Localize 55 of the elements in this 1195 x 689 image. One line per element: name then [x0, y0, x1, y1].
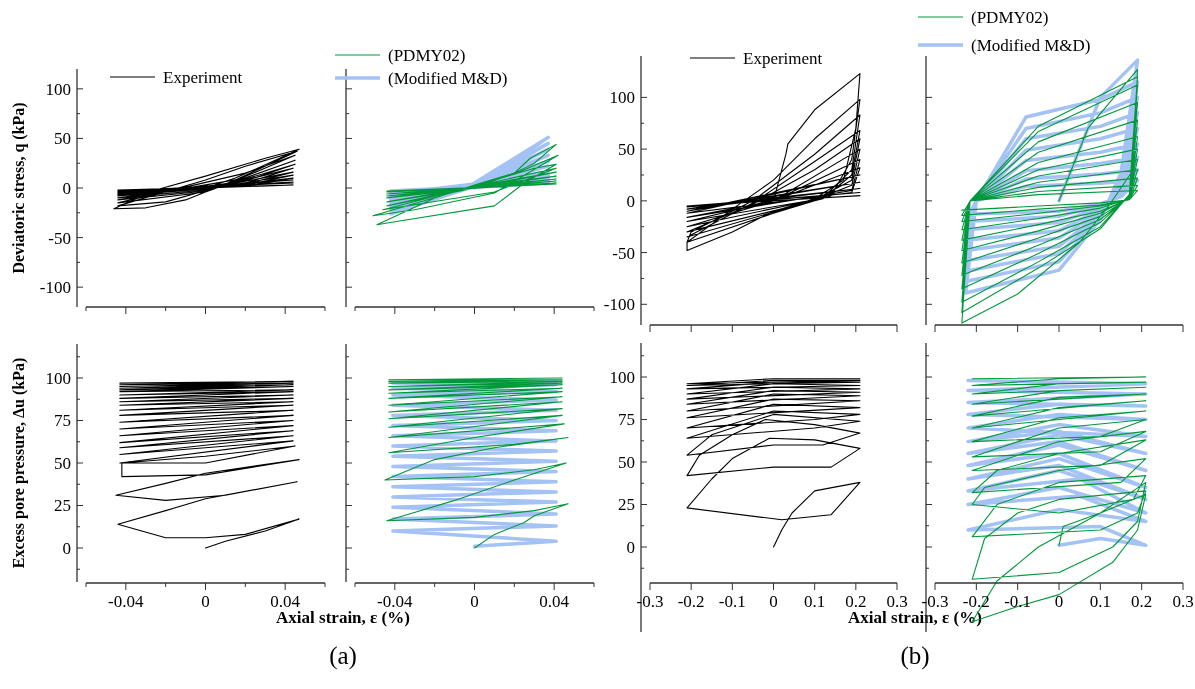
- legend-label: (PDMY02): [971, 7, 1049, 27]
- x-tick-label: -0.2: [677, 592, 705, 611]
- y-tick-label: 100: [45, 368, 71, 388]
- y-tick-label: -50: [48, 228, 71, 248]
- y-tick-label: 50: [618, 452, 635, 472]
- y-tick-label: -50: [612, 243, 635, 263]
- x-tick-label: -0.1: [1004, 592, 1032, 611]
- y-axis-title: Excess pore pressure, Δu (kPa): [10, 357, 28, 569]
- x-tick-label: 0: [1054, 592, 1064, 611]
- y-axis-title: Deviatoric stress, q (kPa): [10, 102, 28, 274]
- y-tick-label: 25: [54, 496, 71, 516]
- x-tick-label: 0.2: [845, 592, 867, 611]
- x-tick-label: 0.04: [539, 592, 570, 611]
- y-tick-label: 100: [609, 367, 635, 387]
- x-tick-label: -0.1: [718, 592, 746, 611]
- y-tick-label: 50: [54, 129, 71, 149]
- x-tick-label: -0.04: [108, 592, 145, 611]
- legend-label: (PDMY02): [388, 45, 466, 65]
- y-tick-label: 75: [618, 410, 635, 430]
- x-tick-label: 0.04: [270, 592, 301, 611]
- legend-label: Experiment: [163, 67, 243, 87]
- x-tick-label: 0.3: [886, 592, 908, 611]
- y-tick-label: 0: [626, 191, 635, 211]
- x-tick-label: 0.2: [1131, 592, 1153, 611]
- y-tick-label: 100: [45, 79, 71, 99]
- legend-label: (Modified M&D): [388, 68, 508, 88]
- legend-label: (Modified M&D): [971, 35, 1091, 55]
- y-tick-label: 50: [618, 140, 635, 160]
- line-series: [113, 148, 300, 210]
- y-tick-label: -100: [39, 278, 71, 298]
- x-tick-label: 0.1: [1089, 592, 1111, 611]
- legend-label: Experiment: [743, 48, 823, 68]
- x-tick-label: -0.3: [921, 592, 949, 611]
- x-axis-title: Axial strain, ε (%): [848, 608, 982, 627]
- x-tick-label: 0.1: [804, 592, 826, 611]
- y-tick-label: 50: [54, 453, 71, 473]
- y-tick-label: 0: [626, 537, 635, 557]
- text: (b): [900, 642, 930, 670]
- x-axis-title: Axial strain, ε (%): [276, 608, 410, 627]
- y-tick-label: 25: [618, 495, 635, 515]
- y-tick-label: 100: [609, 88, 635, 108]
- line-series: [686, 378, 861, 548]
- x-tick-label: 0.3: [1172, 592, 1194, 611]
- text: (a): [329, 642, 357, 670]
- y-tick-label: 0: [62, 538, 71, 558]
- x-tick-label: 0: [201, 592, 210, 611]
- line-series: [115, 380, 300, 549]
- line-series: [686, 73, 861, 252]
- y-tick-label: -100: [603, 295, 635, 315]
- x-tick-label: 0: [769, 592, 778, 611]
- y-tick-label: 0: [62, 178, 71, 198]
- x-tick-label: -0.3: [636, 592, 664, 611]
- y-tick-label: 75: [54, 411, 71, 431]
- x-tick-label: -0.04: [377, 592, 414, 611]
- x-tick-label: 0: [470, 592, 479, 611]
